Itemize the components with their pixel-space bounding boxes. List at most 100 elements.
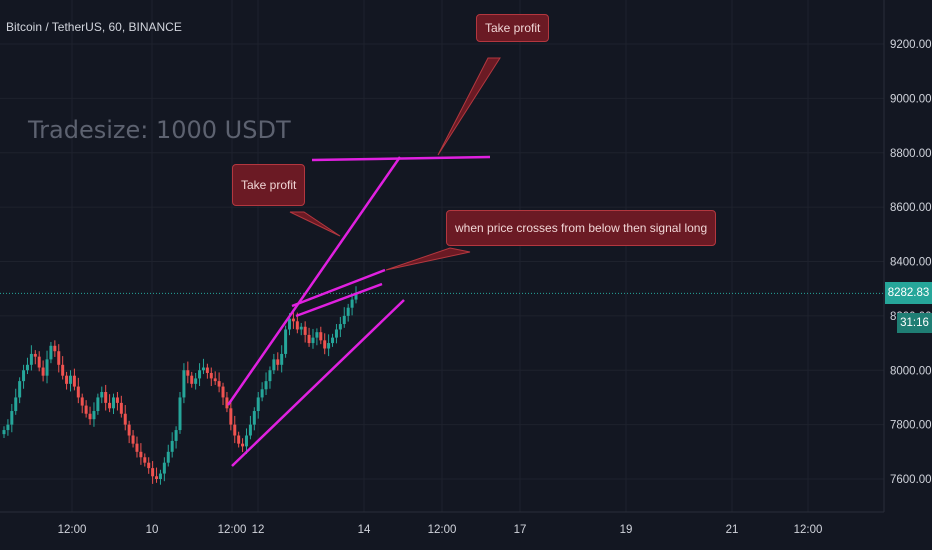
take-profit-level-line	[311, 155, 491, 162]
candle-body	[295, 321, 299, 330]
take-profit-projection-line	[226, 156, 402, 406]
candle-body	[264, 381, 268, 390]
candle-body	[65, 375, 69, 384]
candle-body	[260, 389, 264, 398]
candle-body	[166, 451, 170, 463]
candle-body	[108, 402, 112, 409]
candle-body	[170, 440, 174, 452]
candle-body	[209, 372, 213, 379]
candle-body	[346, 307, 350, 316]
candles	[2, 286, 358, 485]
price-tick-label: 9000.00	[890, 93, 932, 105]
candle-body	[284, 329, 288, 354]
candle-body	[68, 375, 72, 384]
candle-body	[315, 332, 319, 338]
candle-body	[182, 370, 186, 398]
candle-body	[201, 367, 205, 371]
candle-body	[139, 451, 143, 458]
candle-body	[80, 397, 84, 406]
callout-pointer-upper	[437, 57, 501, 156]
candle-body	[194, 378, 198, 384]
candle-body	[288, 318, 292, 330]
candle-body	[323, 340, 327, 349]
signal-note-callout[interactable]: when price crosses from below then signa…	[446, 210, 717, 246]
candle-body	[127, 424, 131, 436]
price-tick-label: 9200.00	[890, 39, 932, 51]
candle-body	[198, 370, 202, 379]
candle-body	[338, 324, 342, 330]
price-tick-label: 7800.00	[890, 420, 932, 432]
candle-body	[327, 343, 331, 349]
channel-upper-line	[295, 282, 383, 318]
candle-body	[237, 435, 241, 444]
candle-body	[225, 397, 229, 409]
candle-body	[135, 443, 139, 452]
time-tick-label: 21	[726, 524, 739, 536]
candle-body	[331, 337, 335, 344]
candle-body	[112, 397, 116, 409]
time-tick-label: 12:00	[218, 524, 247, 536]
candle-body	[10, 411, 14, 425]
candle-body	[41, 367, 45, 376]
candle-body	[14, 397, 18, 412]
candle-body	[143, 457, 147, 463]
price-axis[interactable]: 7600.007800.008000.008200.008400.008600.…	[890, 39, 932, 486]
candle-body	[342, 315, 346, 325]
take-profit-callout-upper[interactable]: Take profit	[476, 14, 550, 42]
candle-body	[190, 375, 194, 384]
candle-body	[53, 345, 57, 352]
price-tick-label: 8600.00	[890, 202, 932, 214]
candle-body	[158, 473, 162, 479]
tradesize-watermark: Tradesize: 1000 USDT	[28, 116, 291, 144]
time-tick-label: 19	[620, 524, 633, 536]
time-tick-label: 12:00	[428, 524, 457, 536]
candle-body	[334, 329, 338, 338]
symbol-title: Bitcoin / TetherUS, 60, BINANCE	[6, 20, 182, 34]
candle-body	[6, 424, 10, 431]
candle-body	[248, 424, 252, 436]
time-tick-label: 12	[252, 524, 265, 536]
trend-drawings[interactable]	[226, 57, 501, 467]
candle-body	[256, 397, 260, 412]
candle-body	[291, 318, 295, 322]
candle-body	[104, 392, 108, 403]
candle-body	[162, 462, 166, 474]
candle-body	[49, 345, 53, 360]
price-tick-label: 8800.00	[890, 148, 932, 160]
candle-body	[37, 356, 41, 368]
candle-body	[213, 378, 217, 382]
time-tick-label: 12:00	[58, 524, 87, 536]
candle-body	[299, 326, 303, 330]
candle-body	[233, 424, 237, 436]
candle-body	[178, 397, 182, 431]
candle-body	[84, 405, 88, 414]
channel-lower-line	[231, 299, 405, 467]
time-tick-label: 14	[358, 524, 371, 536]
candle-body	[100, 392, 104, 398]
candle-body	[241, 443, 245, 447]
candle-body	[303, 326, 307, 335]
candle-body	[307, 334, 311, 344]
candle-body	[354, 293, 358, 300]
time-tick-label: 17	[514, 524, 527, 536]
candle-body	[96, 397, 100, 412]
candle-body	[319, 332, 323, 341]
candle-body	[72, 375, 76, 387]
grid-lines	[0, 0, 884, 512]
entry-upper-line	[291, 268, 386, 308]
callout-pointer-signal	[385, 247, 471, 271]
candle-body	[155, 476, 159, 479]
candle-body	[45, 359, 49, 376]
time-tick-label: 10	[146, 524, 159, 536]
candle-body	[205, 367, 209, 373]
candle-body	[131, 435, 135, 444]
candle-body	[2, 430, 6, 435]
price-tick-label: 8000.00	[890, 365, 932, 377]
candle-body	[119, 402, 123, 414]
bar-countdown-label: 31:16	[897, 313, 932, 333]
candle-body	[221, 386, 225, 398]
candle-body	[244, 435, 248, 447]
take-profit-callout-lower[interactable]: Take profit	[232, 164, 306, 206]
time-axis[interactable]: 12:00 10 12:00 12 14 12:00 17 19 21 12:00	[58, 524, 823, 536]
